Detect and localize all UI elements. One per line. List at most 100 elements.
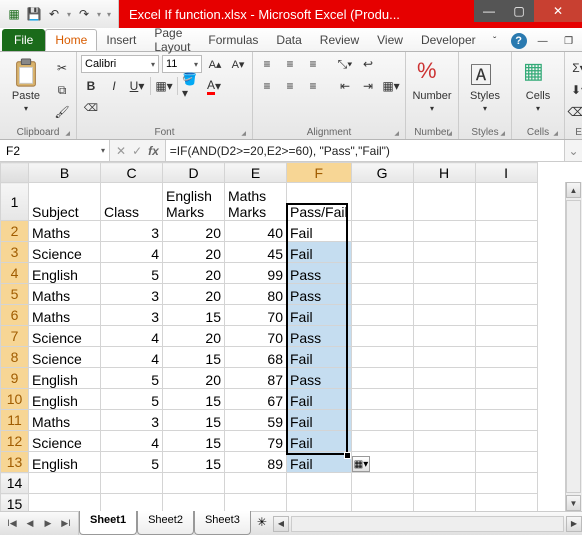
cell-G4[interactable] <box>351 263 413 284</box>
fx-icon[interactable]: fx <box>148 144 159 158</box>
cell-G14[interactable] <box>351 473 413 494</box>
align-left-icon[interactable]: ≡ <box>257 76 277 96</box>
cell-B2[interactable]: Maths <box>29 221 101 242</box>
cell-I14[interactable] <box>475 473 537 494</box>
cell-D6[interactable]: 15 <box>163 305 225 326</box>
tab-data[interactable]: Data <box>267 29 310 51</box>
cell-C7[interactable]: 4 <box>101 326 163 347</box>
format-painter-icon[interactable]: 🖌 <box>52 102 72 122</box>
cell-H5[interactable] <box>413 284 475 305</box>
cell-G10[interactable] <box>351 389 413 410</box>
scroll-up-icon[interactable]: ▲ <box>566 182 581 198</box>
cell-G11[interactable] <box>351 410 413 431</box>
row-header-7[interactable]: 7 <box>1 326 29 347</box>
row-header-1[interactable]: 1 <box>1 183 29 221</box>
font-name-combo[interactable]: Calibri <box>81 55 159 73</box>
sheet-tab-sheet1[interactable]: Sheet1 <box>79 511 137 535</box>
cell-I4[interactable] <box>475 263 537 284</box>
cell-F3[interactable]: Fail <box>287 242 352 263</box>
worksheet-grid[interactable]: BCDEFGHI1SubjectClassEnglishMarksMathsMa… <box>0 162 582 511</box>
row-header-6[interactable]: 6 <box>1 305 29 326</box>
tab-page-layout[interactable]: Page Layout <box>145 29 199 51</box>
cell-H12[interactable] <box>413 431 475 452</box>
cell-B5[interactable]: Maths <box>29 284 101 305</box>
cell-C14[interactable] <box>101 473 163 494</box>
fill-color-icon[interactable]: 🪣▾ <box>181 76 201 96</box>
cell-I12[interactable] <box>475 431 537 452</box>
row-header-2[interactable]: 2 <box>1 221 29 242</box>
cell-F9[interactable]: Pass <box>287 368 352 389</box>
cell-D4[interactable]: 20 <box>163 263 225 284</box>
font-size-combo[interactable]: 11 <box>162 55 202 73</box>
redo-icon[interactable]: ↷ <box>76 6 92 22</box>
cell-I8[interactable] <box>475 347 537 368</box>
cell-E2[interactable]: 40 <box>225 221 287 242</box>
cell-D12[interactable]: 15 <box>163 431 225 452</box>
align-right-icon[interactable]: ≡ <box>303 76 323 96</box>
maximize-button[interactable]: ▢ <box>504 0 534 22</box>
cell-E8[interactable]: 68 <box>225 347 287 368</box>
header-cell-C[interactable]: Class <box>101 183 163 221</box>
italic-button[interactable]: I <box>104 76 124 96</box>
styles-button[interactable]: 🄰 Styles ▾ <box>463 54 507 113</box>
cell-H9[interactable] <box>413 368 475 389</box>
cell-B7[interactable]: Science <box>29 326 101 347</box>
cell-G12[interactable] <box>351 431 413 452</box>
cell-G8[interactable] <box>351 347 413 368</box>
cell-C11[interactable]: 3 <box>101 410 163 431</box>
undo-icon[interactable]: ↶ <box>46 6 62 22</box>
cell-D2[interactable]: 20 <box>163 221 225 242</box>
fill-handle[interactable] <box>344 452 351 459</box>
cell-D5[interactable]: 20 <box>163 284 225 305</box>
sheet-tab-sheet3[interactable]: Sheet3 <box>194 511 251 535</box>
cell-C15[interactable] <box>101 494 163 512</box>
row-header-3[interactable]: 3 <box>1 242 29 263</box>
cell-E9[interactable]: 87 <box>225 368 287 389</box>
decrease-font-icon[interactable]: A▾ <box>228 54 248 74</box>
cells-button[interactable]: ▦ Cells ▾ <box>516 54 560 113</box>
cell-F6[interactable]: Fail <box>287 305 352 326</box>
row-header-5[interactable]: 5 <box>1 284 29 305</box>
underline-button[interactable]: U▾ <box>127 76 147 96</box>
paste-button[interactable]: Paste ▾ <box>4 54 48 113</box>
cell-H3[interactable] <box>413 242 475 263</box>
cell-D9[interactable]: 20 <box>163 368 225 389</box>
cell-I10[interactable] <box>475 389 537 410</box>
copy-icon[interactable]: ⧉ <box>52 80 72 100</box>
cell-I6[interactable] <box>475 305 537 326</box>
row-header-11[interactable]: 11 <box>1 410 29 431</box>
window-restore-icon[interactable]: ❐ <box>559 31 579 51</box>
cell-H14[interactable] <box>413 473 475 494</box>
cell-B6[interactable]: Maths <box>29 305 101 326</box>
cell-E7[interactable]: 70 <box>225 326 287 347</box>
number-format-button[interactable]: % Number ▾ <box>410 54 454 113</box>
cell-H6[interactable] <box>413 305 475 326</box>
next-sheet-icon[interactable]: ▶ <box>40 516 56 532</box>
hscroll-track[interactable] <box>291 516 564 532</box>
cell-G9[interactable] <box>351 368 413 389</box>
prev-sheet-icon[interactable]: ◀ <box>22 516 38 532</box>
row-header-13[interactable]: 13 <box>1 452 29 473</box>
cell-G2[interactable] <box>351 221 413 242</box>
cell-E3[interactable]: 45 <box>225 242 287 263</box>
tab-view[interactable]: View <box>368 29 412 51</box>
cell-B8[interactable]: Science <box>29 347 101 368</box>
orientation-icon[interactable]: ⤡▾ <box>335 54 355 74</box>
first-sheet-icon[interactable]: I◀ <box>4 516 20 532</box>
cell-I5[interactable] <box>475 284 537 305</box>
increase-indent-icon[interactable]: ⇥ <box>358 76 378 96</box>
header-cell-H[interactable] <box>413 183 475 221</box>
align-top-icon[interactable]: ≡ <box>257 54 277 74</box>
font-color-icon[interactable]: A▾ <box>204 76 224 96</box>
cancel-formula-icon[interactable]: ✕ <box>116 144 126 158</box>
header-cell-E[interactable]: MathsMarks <box>225 183 287 221</box>
cell-E13[interactable]: 89 <box>225 452 287 473</box>
scroll-left-icon[interactable]: ◀ <box>273 516 289 532</box>
cell-E15[interactable] <box>225 494 287 512</box>
minimize-ribbon-icon[interactable]: ˇ <box>485 31 505 51</box>
cell-H13[interactable] <box>413 452 475 473</box>
cell-C3[interactable]: 4 <box>101 242 163 263</box>
file-tab[interactable]: File <box>2 29 45 51</box>
row-header-15[interactable]: 15 <box>1 494 29 512</box>
cell-D14[interactable] <box>163 473 225 494</box>
